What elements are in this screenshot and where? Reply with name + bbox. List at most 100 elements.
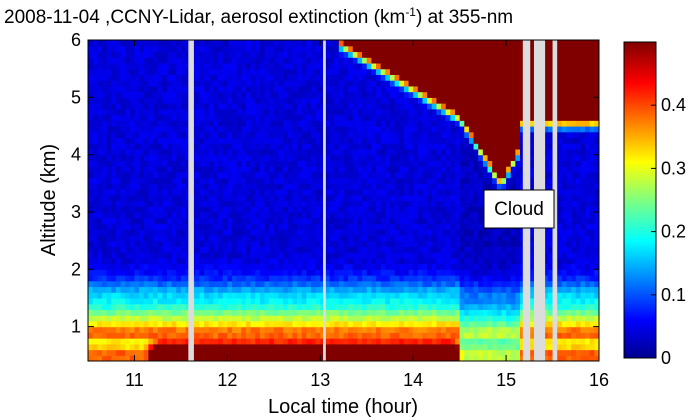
heatmap-cell [431,171,438,179]
heatmap-cell [180,234,187,242]
heatmap-cell [269,148,275,156]
heatmap-cell [143,240,149,247]
heatmap-cell [283,194,289,202]
heatmap-cell [180,246,187,253]
heatmap-cell [394,189,400,196]
heatmap-cell [357,120,363,127]
heatmap-cell [413,68,419,75]
heatmap-cell [213,85,219,93]
heatmap-cell [213,223,219,230]
heatmap-cell [241,189,247,196]
heatmap-cell [343,355,349,361]
heatmap-cell [208,51,215,58]
heatmap-cell [278,315,284,322]
heatmap-cell [255,211,261,219]
heatmap-cell [413,234,419,242]
heatmap-cell [236,103,242,110]
heatmap-cell [399,263,405,270]
heatmap-cell [269,349,275,356]
heatmap-cell [255,131,261,139]
heatmap-cell [468,137,475,144]
heatmap-cell [376,246,382,253]
heatmap-cell [180,108,187,116]
heatmap-cell [362,263,368,270]
heatmap-cell [92,280,98,288]
heatmap-cell [306,120,312,127]
heatmap-cell [376,211,382,219]
heatmap-cell [454,97,461,104]
heatmap-cell [232,57,238,64]
heatmap-cell [496,143,503,150]
heatmap-cell [287,120,293,127]
heatmap-cell [468,246,475,253]
heatmap-cell [269,183,275,190]
heatmap-cell [324,177,331,184]
heatmap-cell [273,309,280,316]
heatmap-cell [148,252,154,259]
heatmap-cell [473,343,479,351]
heatmap-cell [348,97,354,104]
heatmap-cell [399,68,405,75]
heatmap-cell [380,338,386,345]
heatmap-cell [482,240,489,247]
heatmap-cell [306,91,312,98]
heatmap-cell [487,91,493,98]
heatmap-cell [129,137,136,144]
heatmap-cell [431,154,438,161]
heatmap-cell [362,257,368,265]
heatmap-cell [148,166,154,173]
heatmap-cell [115,297,122,305]
heatmap-cell [496,125,503,133]
heatmap-cell [492,240,498,247]
heatmap-cell [171,292,177,299]
heatmap-cell [264,206,270,213]
heatmap-cell [352,326,359,333]
heatmap-cell [362,315,368,322]
heatmap-cell [297,166,303,173]
heatmap-cell [273,338,280,345]
heatmap-cell [454,120,461,127]
heatmap-cell [301,223,307,230]
heatmap-cell [422,211,428,219]
heatmap-cell [157,68,163,75]
heatmap-cell [297,114,303,121]
heatmap-cell [454,137,461,144]
heatmap-cell [97,252,103,259]
heatmap-cell [450,229,456,236]
heatmap-cell [120,148,126,156]
heatmap-cell [292,297,298,305]
heatmap-cell [162,338,168,345]
heatmap-cell [222,120,228,127]
heatmap-cell [380,137,386,144]
heatmap-cell [241,338,247,345]
heatmap-cell [357,343,363,351]
heatmap-cell [283,183,289,190]
heatmap-cell [362,223,368,230]
heatmap-cell [92,343,98,351]
heatmap-cell [297,240,303,247]
heatmap-cell [389,286,396,293]
heatmap-cell [101,309,108,316]
heatmap-cell [427,257,433,265]
heatmap-cell [194,183,201,190]
heatmap-cell [153,206,159,213]
heatmap-cell [492,257,498,265]
heatmap-cell [324,171,331,179]
heatmap-cell [334,51,340,58]
heatmap-cell [204,85,210,93]
heatmap-cell [482,97,489,104]
heatmap-cell [134,114,140,121]
heatmap-cell [324,57,331,64]
heatmap-cell [441,246,447,253]
heatmap-cell [315,40,321,47]
heatmap-cell [413,120,419,127]
heatmap-cell [106,280,112,288]
heatmap-cell [315,125,321,133]
heatmap-cell [338,45,345,53]
heatmap-cell [464,85,470,93]
heatmap-cell [292,269,298,276]
heatmap-cell [264,234,270,242]
heatmap-cell [259,80,266,87]
heatmap-cell [408,103,414,110]
heatmap-cell [134,51,140,58]
